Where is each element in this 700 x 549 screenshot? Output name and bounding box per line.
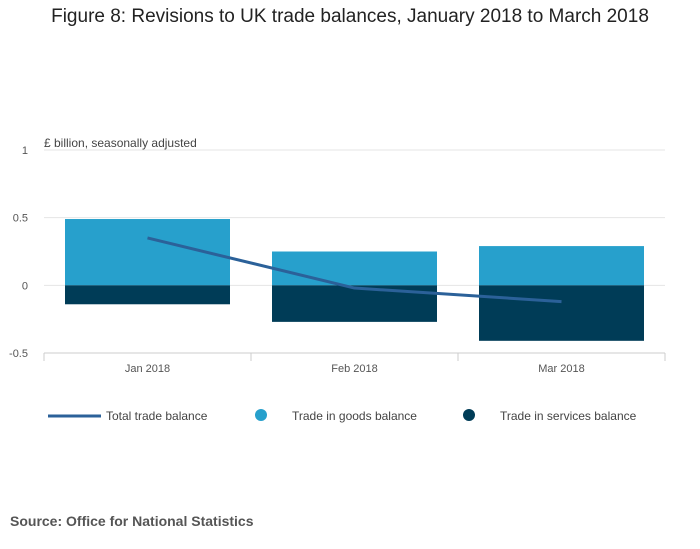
x-tick-label: Feb 2018 [331,363,377,375]
bars [65,219,644,341]
source-note: Source: Office for National Statistics [10,513,254,529]
legend-dot-swatch [255,409,267,421]
bar-goods [272,251,437,286]
legend-label: Trade in goods balance [292,409,417,423]
line-total-trade-balance [147,236,562,304]
bar-services [65,285,230,305]
axes: 1 0.5 0 -0.5 Jan 2018 Feb 2018 Mar 2018 [9,145,666,375]
total-line [147,236,562,304]
x-tick-label: Mar 2018 [538,363,584,375]
x-tick-label: Jan 2018 [125,363,170,375]
y-axis-label: £ billion, seasonally adjusted [44,136,197,150]
legend-label: Total trade balance [106,409,208,423]
chart-title: Figure 8: Revisions to UK trade balances… [51,6,649,27]
legend: Total trade balance Trade in goods balanc… [48,409,637,423]
legend-label: Trade in services balance [500,409,637,423]
y-tick-label: -0.5 [9,348,28,360]
bar-goods [479,246,644,286]
y-tick-label: 0 [22,280,28,292]
bar-services [479,285,644,341]
legend-dot-swatch [463,409,475,421]
y-tick-label: 0.5 [13,213,28,225]
y-tick-label: 1 [22,145,28,157]
